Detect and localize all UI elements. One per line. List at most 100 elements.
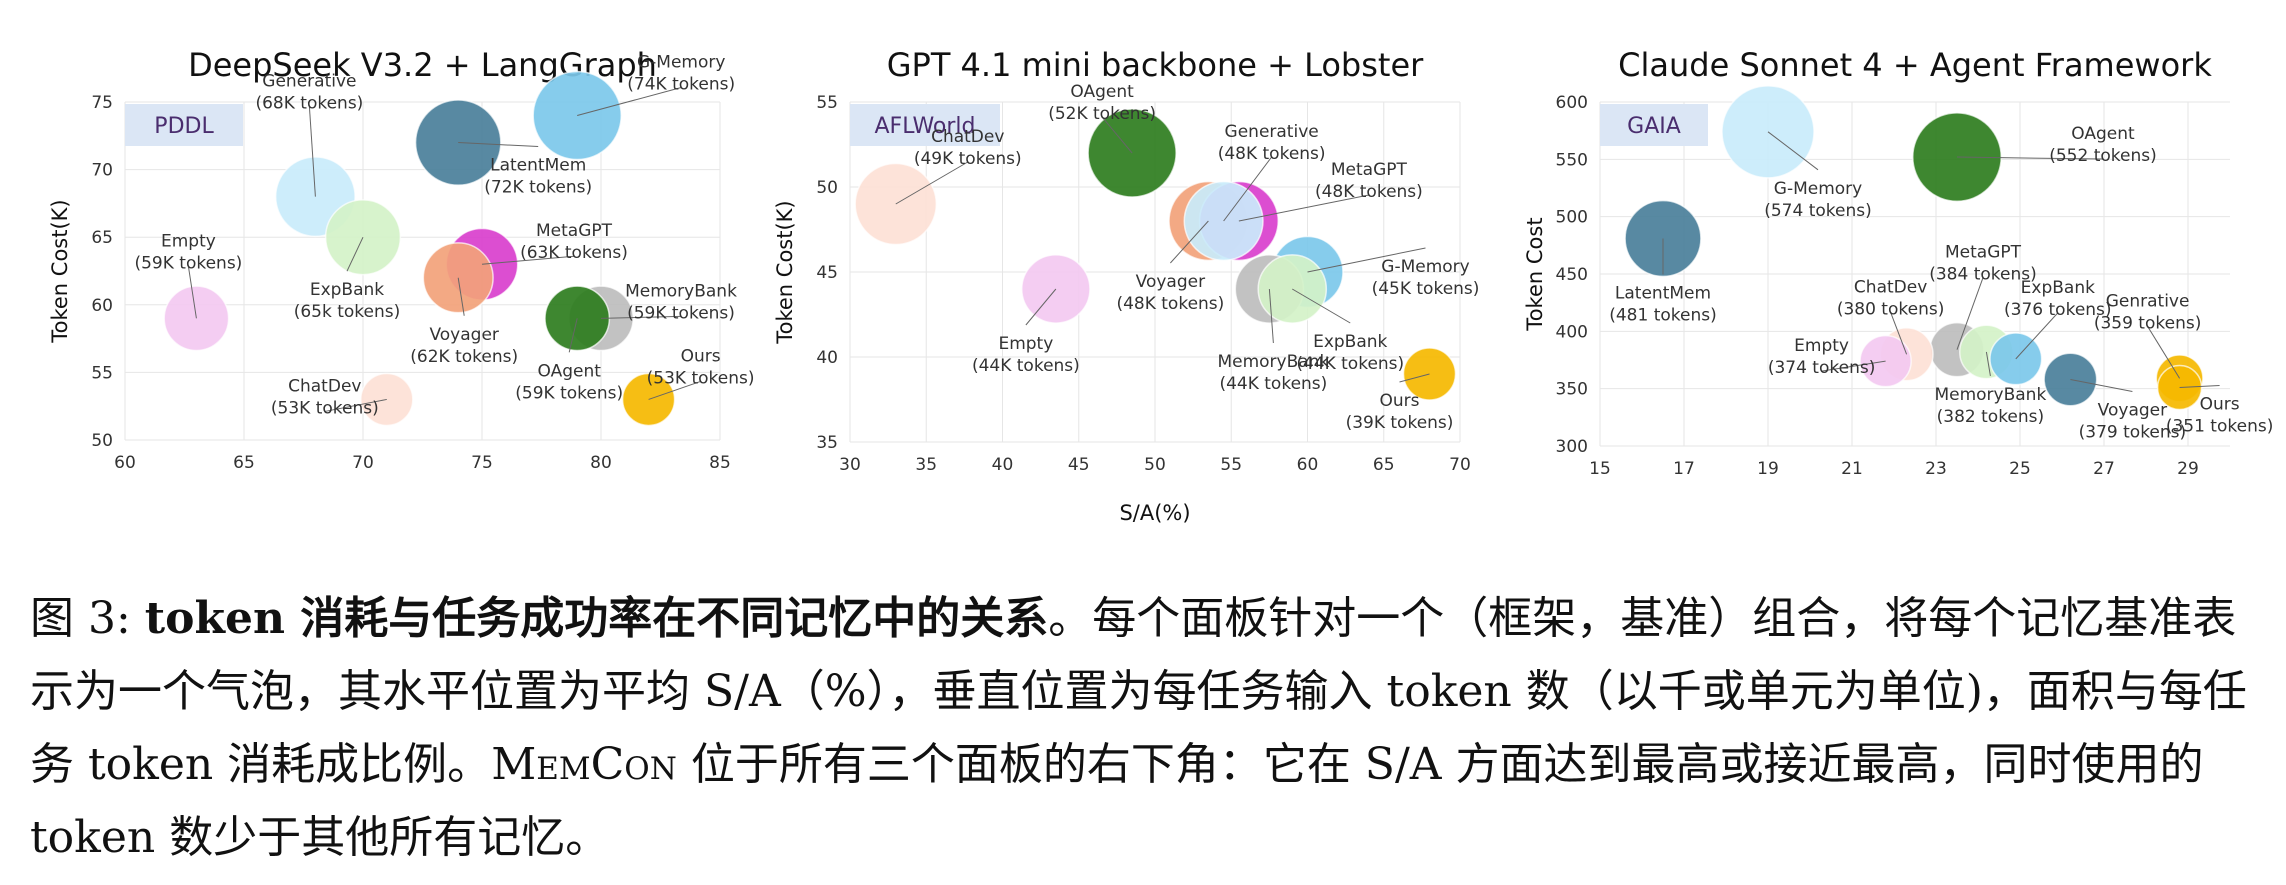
chart-title: GPT 4.1 mini backbone + Lobster <box>887 46 1424 84</box>
x-tick-label: 60 <box>1297 455 1319 475</box>
bubble-tokens-expbank: (65k tokens) <box>294 302 401 322</box>
bubble-name-chatdev: ChatDev <box>288 376 361 396</box>
bubble-voyager <box>2043 352 2098 407</box>
leader-line <box>457 277 465 316</box>
y-tick-label: 40 <box>816 348 838 368</box>
x-tick-label: 35 <box>915 455 937 475</box>
leader-line <box>600 315 682 319</box>
bubble-tokens-g-memory: (45K tokens) <box>1372 279 1480 299</box>
leader-line <box>568 318 578 353</box>
leader-line <box>1767 131 1819 171</box>
x-tick-label: 19 <box>1757 459 1779 479</box>
y-axis-label: Token Cost <box>1523 217 1547 331</box>
bubble-name-oagent: OAgent <box>2071 124 2135 144</box>
leader-line <box>2147 326 2181 379</box>
x-tick-label: 55 <box>1220 455 1242 475</box>
bubble-name-g-memory: G-Memory <box>637 53 725 73</box>
leader-line <box>1985 351 1991 377</box>
chart-panel-3: Claude Sonnet 4 + Agent Framework 15 17 19 2… <box>1523 46 2274 479</box>
bubble-name-chatdev: ChatDev <box>1854 277 1927 297</box>
figure-charts: DeepSeek V3.2 + LangGraph 60 65 70 75 80 85 50 5… <box>48 46 2274 525</box>
y-tick-label: 55 <box>91 363 113 383</box>
leader-line <box>1307 247 1426 273</box>
bubble-name-metagpt: MetaGPT <box>536 221 613 241</box>
leader-line <box>2070 379 2133 392</box>
y-tick-label: 50 <box>91 431 113 451</box>
x-tick-label: 29 <box>2177 459 2199 479</box>
bubble-tokens-expbank: (376 tokens) <box>2004 300 2112 320</box>
bubble-tokens-latentmem: (481 tokens) <box>1609 305 1717 325</box>
leader-line <box>1291 288 1351 324</box>
leader-line <box>2179 385 2220 389</box>
caption-bold: token 消耗与任务成功率在不同记忆中的关系 <box>144 593 1049 644</box>
leader-line <box>187 266 197 319</box>
leader-line <box>648 380 701 400</box>
y-tick-label: 500 <box>1556 208 1588 228</box>
x-tick-label: 75 <box>471 453 493 473</box>
bubble-tokens-empty: (44K tokens) <box>972 356 1080 376</box>
x-axis-label: S/A(%) <box>1119 501 1190 525</box>
x-tick-label: 65 <box>1373 455 1395 475</box>
bubble-tokens-empty: (374 tokens) <box>1768 358 1876 378</box>
bubble-name-genrative: Genrative <box>2106 291 2190 311</box>
leader-line <box>895 161 969 205</box>
leader-line <box>1025 288 1057 326</box>
leader-line <box>577 87 682 117</box>
bubble-name-memorybank: MemoryBank <box>1217 352 1329 372</box>
leader-line <box>1238 194 1369 222</box>
bubble-name-voyager: Voyager <box>2098 400 2167 420</box>
y-tick-label: 400 <box>1556 322 1588 342</box>
leader-line <box>1821 360 1886 372</box>
benchmark-tag-box <box>850 104 1000 146</box>
bubble-tokens-memorybank: (44K tokens) <box>1219 374 1327 394</box>
leader-line <box>458 142 539 148</box>
y-tick-label: 55 <box>816 93 838 113</box>
bubble-tokens-g-memory: (74K tokens) <box>627 75 735 95</box>
bubble-name-latentmem: LatentMem <box>1615 283 1711 303</box>
y-tick-label: 550 <box>1556 150 1588 170</box>
x-tick-label: 50 <box>1144 455 1166 475</box>
y-tick-label: 350 <box>1556 380 1588 400</box>
bubble-name-expbank: ExpBank <box>2021 278 2095 298</box>
x-tick-label: 80 <box>590 453 612 473</box>
chart-title: Claude Sonnet 4 + Agent Framework <box>1618 46 2212 84</box>
bubble-tokens-expbank: (44K tokens) <box>1296 354 1404 374</box>
bubble-name-voyager: Voyager <box>1136 272 1205 292</box>
x-tick-label: 65 <box>233 453 255 473</box>
leader-line <box>1956 277 1984 350</box>
bubble-tokens-memorybank: (382 tokens) <box>1937 407 2045 427</box>
caption-paragraph: 图 3: token 消耗与任务成功率在不同记忆中的关系。每个面板针对一个（框架… <box>30 582 2256 874</box>
leader-line <box>1170 220 1209 264</box>
bubble-tokens-ours: (39K tokens) <box>1346 413 1454 433</box>
x-tick-label: 70 <box>1449 455 1471 475</box>
bubble-expbank <box>1989 332 2043 386</box>
benchmark-tag: PDDL <box>154 114 214 139</box>
leader-line <box>1223 156 1273 222</box>
bubble-tokens-ours: (351 tokens) <box>2166 417 2274 437</box>
y-tick-label: 70 <box>91 161 113 181</box>
x-tick-label: 15 <box>1589 459 1611 479</box>
bubble-name-latentmem: LatentMem <box>490 156 586 176</box>
bubble-name-ours: Ours <box>681 346 721 366</box>
caption-body-2: 位于所有三个面板的右下角：它在 S/A 方面达到最高或接近最高，同时使用的 to… <box>30 739 2204 863</box>
bubble-name-voyager: Voyager <box>429 325 498 345</box>
benchmark-tag-box <box>125 104 243 146</box>
leader-line <box>1399 373 1430 383</box>
leader-line <box>1268 288 1274 344</box>
leader-line <box>346 236 364 272</box>
bubble-name-metagpt: MetaGPT <box>1945 243 2022 263</box>
x-tick-label: 21 <box>1841 459 1863 479</box>
benchmark-tag-box <box>1600 104 1708 146</box>
bubble-name-empty: Empty <box>1794 336 1849 356</box>
bubble-tokens-voyager: (62K tokens) <box>410 347 518 367</box>
bubble-name-chatdev: ChatDev <box>931 127 1004 147</box>
y-tick-label: 65 <box>91 228 113 248</box>
y-tick-label: 600 <box>1556 93 1588 113</box>
bubble-tokens-memorybank: (59K tokens) <box>627 303 735 323</box>
leader-line <box>1101 116 1133 154</box>
y-tick-label: 75 <box>91 93 113 113</box>
figure-caption: 图 3: token 消耗与任务成功率在不同记忆中的关系。每个面板针对一个（框架… <box>30 582 2256 874</box>
x-tick-label: 23 <box>1925 459 1947 479</box>
